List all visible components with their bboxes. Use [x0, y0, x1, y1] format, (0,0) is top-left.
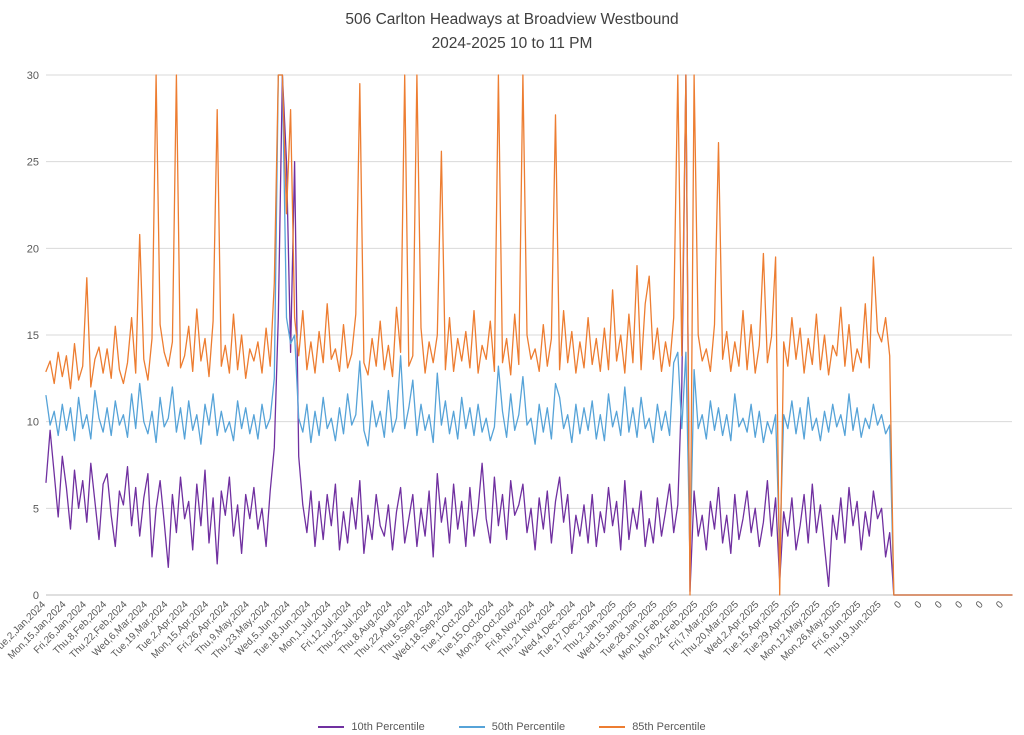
- y-tick-label-25: 25: [27, 157, 39, 169]
- chart-legend: 10th Percentile 50th Percentile 85th Per…: [0, 721, 1024, 733]
- x-tick-label-42: 0: [892, 599, 904, 611]
- legend-swatch-10th-percentile: [318, 725, 345, 729]
- y-tick-label-20: 20: [27, 243, 39, 255]
- legend-swatch-50th-percentile: [458, 725, 485, 729]
- x-tick-label-47: 0: [994, 599, 1006, 611]
- y-tick-label-10: 10: [27, 417, 39, 429]
- legend-label-50th-percentile: 50th Percentile: [491, 721, 566, 733]
- legend-item-10th-percentile: 10th Percentile: [318, 721, 425, 733]
- chart-title-line1: 506 Carlton Headways at Broadview Westbo…: [345, 11, 679, 28]
- series-line-10th-percentile: [45, 74, 1013, 596]
- x-tick-label-44: 0: [933, 599, 945, 611]
- legend-item-50th-percentile: 50th Percentile: [458, 721, 566, 733]
- chart-title-line2: 2024-2025 10 to 11 PM: [431, 35, 593, 52]
- legend-label-10th-percentile: 10th Percentile: [351, 721, 425, 733]
- y-tick-label-5: 5: [33, 503, 39, 515]
- series-line-85th-percentile: [45, 74, 1013, 596]
- y-tick-label-0: 0: [33, 590, 39, 602]
- series-line-50th-percentile: [45, 74, 1013, 596]
- legend-item-85th-percentile: 85th Percentile: [599, 721, 706, 733]
- y-tick-label-30: 30: [27, 70, 39, 82]
- chart-title: 506 Carlton Headways at Broadview Westbo…: [0, 8, 1024, 56]
- legend-swatch-85th-percentile: [599, 725, 626, 729]
- x-tick-label-43: 0: [913, 599, 925, 611]
- x-tick-label-45: 0: [954, 599, 966, 611]
- legend-label-85th-percentile: 85th Percentile: [632, 721, 706, 733]
- y-tick-label-15: 15: [27, 330, 39, 342]
- x-tick-label-46: 0: [974, 599, 986, 611]
